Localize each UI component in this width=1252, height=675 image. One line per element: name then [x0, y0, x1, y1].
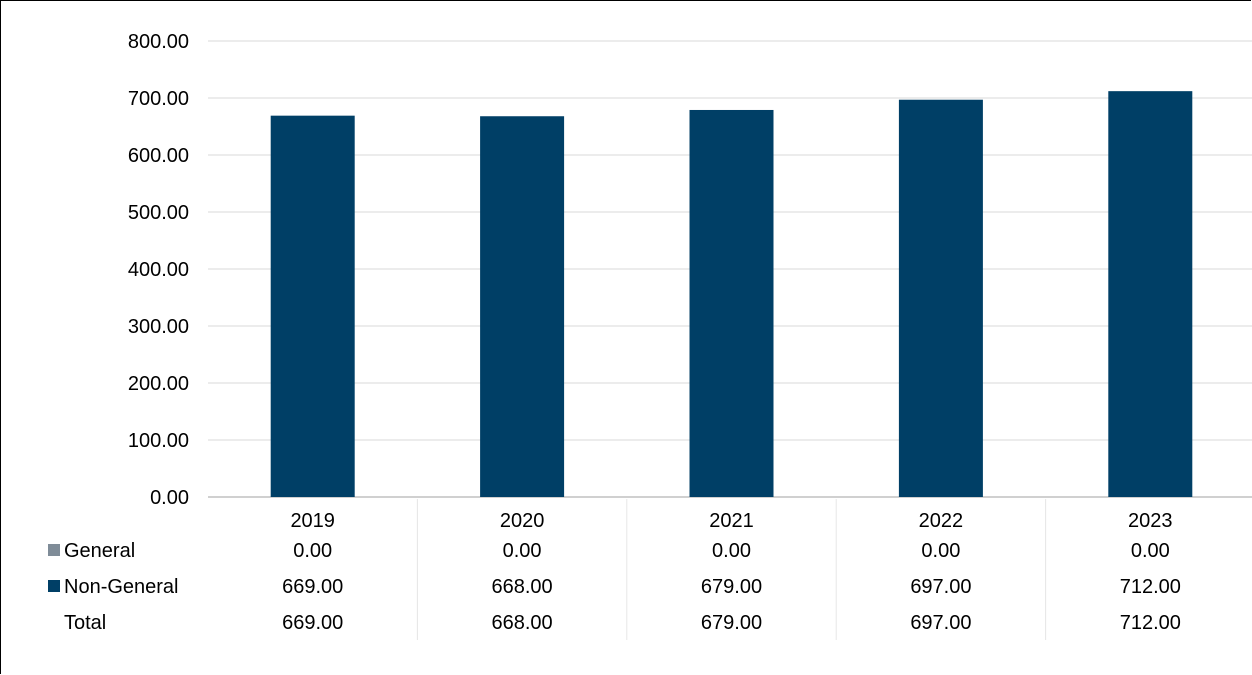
bar-non-general-2019: [270, 115, 355, 498]
table-cell: 0.00: [921, 540, 960, 562]
y-tick-label: 500.00: [128, 202, 189, 224]
total-label: Total: [64, 612, 106, 634]
y-tick-label: 0.00: [150, 487, 189, 509]
table-cell: 0.00: [1131, 540, 1170, 562]
total-cell: 668.00: [492, 612, 553, 634]
total-cell: 669.00: [282, 612, 343, 634]
bar-non-general-2023: [1108, 91, 1193, 497]
bar-non-general-2021: [689, 109, 774, 497]
total-cell: 697.00: [910, 612, 971, 634]
bar-non-general-2022: [898, 99, 983, 498]
table-cell: 669.00: [282, 576, 343, 598]
table-cell: 697.00: [910, 576, 971, 598]
table-cell: 0.00: [503, 540, 542, 562]
y-tick-label: 400.00: [128, 259, 189, 281]
total-cell: 679.00: [701, 612, 762, 634]
y-tick-label: 800.00: [128, 31, 189, 53]
y-tick-label: 200.00: [128, 373, 189, 395]
legend-key-general: [48, 544, 60, 556]
x-tick-label: 2021: [709, 510, 754, 532]
bar-non-general-2020: [480, 116, 565, 498]
y-tick-label: 300.00: [128, 316, 189, 338]
table-cell: 679.00: [701, 576, 762, 598]
table-cell: 0.00: [293, 540, 332, 562]
legend-label: General: [64, 540, 135, 562]
table-cell: 668.00: [492, 576, 553, 598]
table-cell: 712.00: [1120, 576, 1181, 598]
y-tick-label: 600.00: [128, 145, 189, 167]
y-tick-label: 100.00: [128, 430, 189, 452]
x-tick-label: 2023: [1128, 510, 1173, 532]
y-tick-label: 700.00: [128, 88, 189, 110]
total-cell: 712.00: [1120, 612, 1181, 634]
x-tick-label: 2020: [500, 510, 545, 532]
legend-label: Non-General: [64, 576, 179, 598]
legend-key-non-general: [48, 580, 60, 592]
x-tick-label: 2022: [919, 510, 964, 532]
table-cell: 0.00: [712, 540, 751, 562]
x-tick-label: 2019: [290, 510, 335, 532]
